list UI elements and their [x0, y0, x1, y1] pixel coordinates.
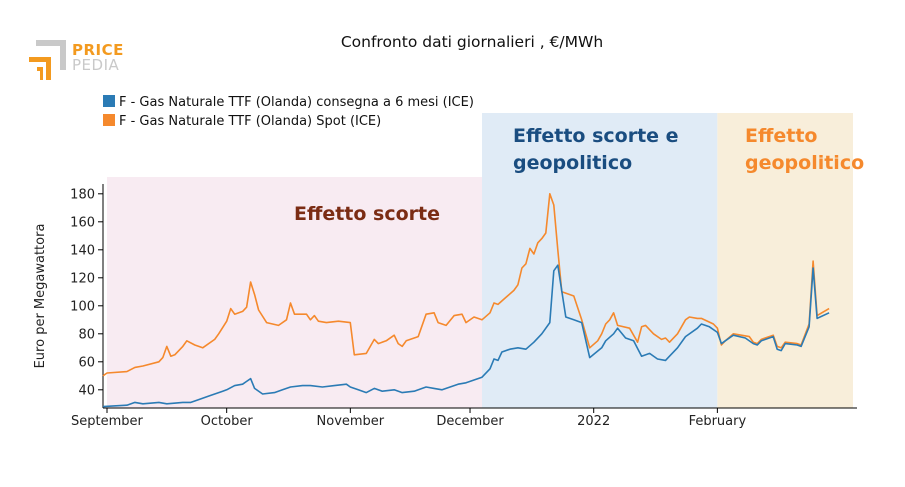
legend-swatch	[103, 95, 115, 107]
region-label: Effetto scorte e geopolitico	[513, 125, 679, 174]
region-label-line: geopolitico	[513, 152, 632, 174]
y-tick-label: 160	[70, 215, 95, 230]
region-labels-layer: Effetto scorte Effetto scorte e geopolitic…	[294, 125, 864, 225]
y-tick-label: 180	[70, 187, 95, 202]
legend-entry: F - Gas Naturale TTF (Olanda) Spot (ICE)	[119, 114, 381, 129]
y-tick-label: 80	[78, 327, 95, 342]
regions-layer	[106, 113, 854, 408]
y-tick-label: 100	[70, 299, 95, 314]
logo-bracket-orange	[29, 57, 51, 80]
series-line	[102, 193, 830, 377]
region-label: Effetto geopolitico	[745, 125, 864, 174]
legend-swatch	[103, 114, 115, 126]
x-tick-label: September	[71, 414, 144, 429]
y-tick-label: 40	[78, 383, 95, 398]
axes-layer: 40 60 80 100 120 140 160 180 September October Nov…	[70, 184, 857, 429]
logo-bracket-orange-small	[37, 67, 43, 80]
region-band	[106, 177, 482, 408]
region-label-line: geopolitico	[745, 152, 864, 174]
x-tick-label: December	[436, 414, 504, 429]
y-tick-label: 120	[70, 271, 95, 286]
region-label: Effetto scorte	[294, 203, 440, 225]
logo-word-pedia: PEDIA	[72, 56, 119, 74]
logo-word-price: PRICE	[72, 41, 124, 59]
region-band	[481, 113, 718, 408]
x-tick-label: February	[689, 414, 747, 429]
region-band	[717, 113, 854, 408]
legend-entry: F - Gas Naturale TTF (Olanda) consegna a…	[119, 95, 474, 110]
series-line	[102, 264, 830, 408]
x-tick-label: October	[201, 414, 254, 429]
y-tick-label: 140	[70, 243, 95, 258]
region-label-line: Effetto scorte e	[513, 125, 679, 147]
x-tick-label: 2022	[577, 414, 610, 429]
chart-title: Confronto dati giornalieri , €/MWh	[341, 33, 603, 51]
y-axis-label: Euro per Megawattora	[33, 224, 48, 369]
legend: F - Gas Naturale TTF (Olanda) consegna a…	[103, 95, 474, 129]
pricepedia-logo: PRICE PEDIA	[29, 40, 124, 80]
x-tick-label: November	[317, 414, 385, 429]
series-layer	[102, 193, 830, 408]
region-label-line: Effetto	[745, 125, 817, 147]
y-tick-label: 60	[78, 355, 95, 370]
logo-bracket-gray	[36, 40, 66, 70]
